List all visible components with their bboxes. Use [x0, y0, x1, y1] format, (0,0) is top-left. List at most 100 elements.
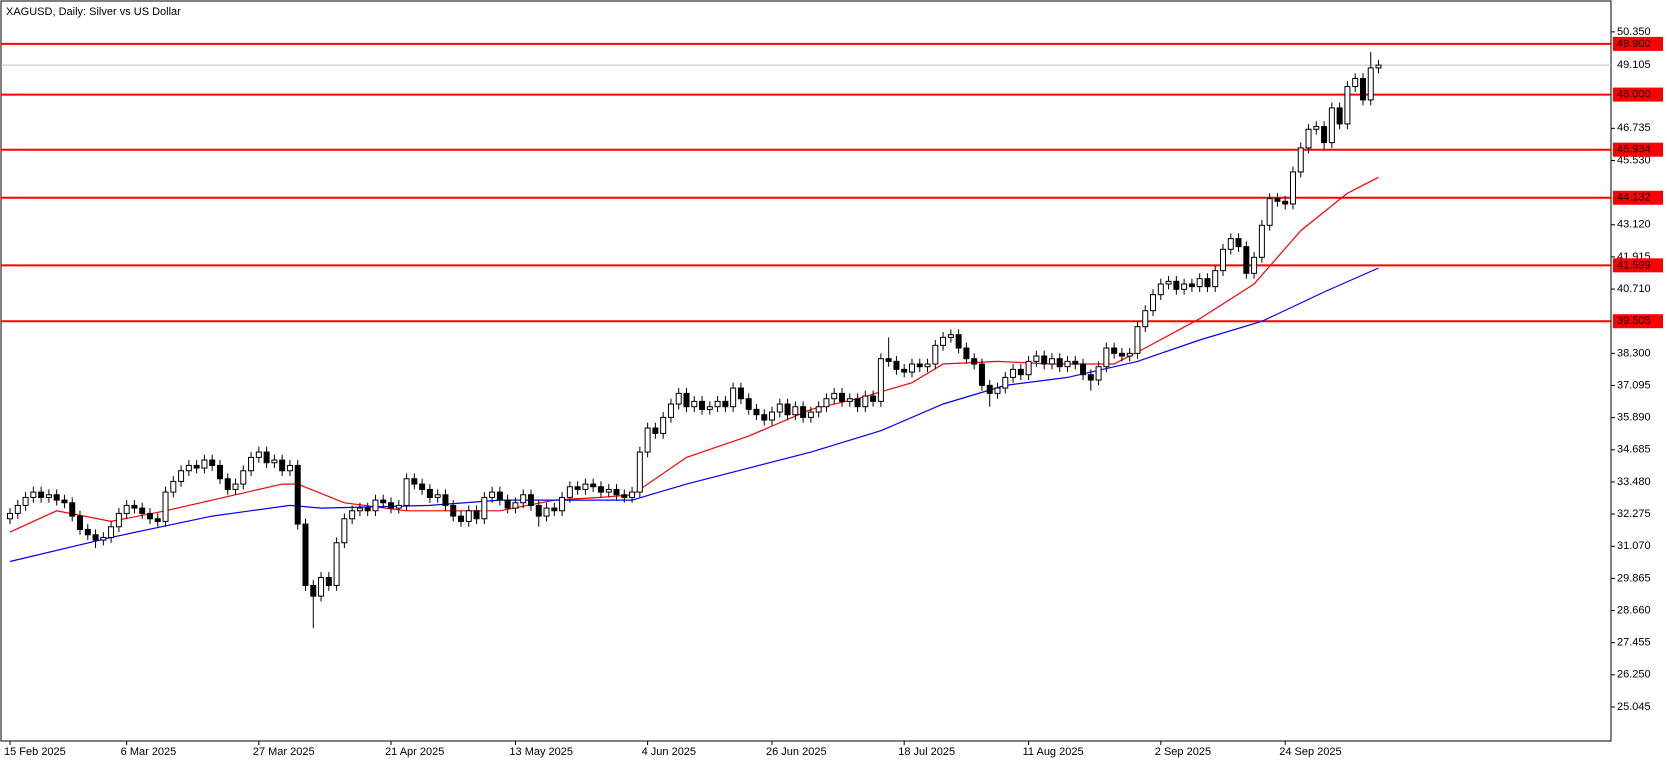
level-label-box — [1613, 258, 1663, 273]
candle-body — [489, 491, 496, 498]
candle-body — [1359, 78, 1366, 101]
candle-body — [7, 512, 14, 520]
candle-body — [893, 360, 900, 370]
candle-body — [753, 408, 760, 416]
candle-body — [108, 526, 115, 538]
candle-body — [1025, 360, 1032, 376]
y-tick-label: 43.120 — [1617, 219, 1651, 231]
candle-body — [76, 515, 83, 530]
candle-body — [14, 504, 21, 514]
level-label-box — [1613, 87, 1663, 102]
candle-body — [1196, 278, 1203, 288]
candle-body — [629, 491, 636, 498]
candle-body — [450, 504, 457, 517]
candle-body — [216, 464, 223, 480]
candle-body — [1111, 347, 1118, 354]
candle-body — [38, 491, 45, 498]
candle-body — [784, 403, 791, 416]
y-tick-label: 38.300 — [1617, 347, 1651, 359]
chart-title: XAGUSD, Daily: Silver vs US Dollar — [6, 6, 181, 18]
candle-body — [154, 518, 161, 522]
candle-body — [737, 387, 744, 400]
candle-body — [1064, 360, 1071, 368]
y-tick-label: 45.530 — [1617, 154, 1651, 166]
candle-body — [1181, 283, 1188, 290]
candle-body — [69, 502, 76, 517]
candle-body — [248, 456, 255, 472]
candle-body — [131, 504, 138, 509]
candle-body — [1305, 128, 1312, 149]
candle-body — [714, 400, 721, 408]
candle-body — [1266, 198, 1273, 226]
candle-body — [1297, 147, 1304, 173]
candle-body — [178, 470, 185, 482]
candle-body — [372, 499, 379, 512]
candle-body — [877, 358, 884, 402]
x-tick-label: 13 May 2025 — [509, 746, 573, 758]
candle-body — [1134, 326, 1141, 354]
candle-body — [364, 507, 371, 512]
candle-body — [823, 398, 830, 408]
candle-body — [139, 507, 146, 514]
candle-body — [660, 416, 667, 434]
candle-body — [916, 363, 923, 368]
candle-body — [1087, 374, 1094, 381]
candle-body — [683, 392, 690, 408]
candle-body — [504, 499, 511, 509]
level-label-box — [1613, 314, 1663, 329]
candle-body — [551, 507, 558, 512]
candle-body — [1188, 283, 1195, 288]
candle-body — [1010, 368, 1017, 378]
candle-body — [30, 491, 37, 498]
candle-body — [745, 398, 752, 410]
candle-body — [535, 504, 542, 517]
candle-body — [388, 502, 395, 509]
candle-body — [862, 395, 869, 408]
candle-body — [318, 576, 325, 597]
candle-body — [1041, 355, 1048, 365]
candle-body — [1103, 347, 1110, 368]
y-tick-label: 46.735 — [1617, 122, 1651, 134]
x-tick-label: 18 Jul 2025 — [898, 746, 955, 758]
last-price-label: 49.105 — [1617, 59, 1651, 71]
candle-body — [84, 528, 91, 536]
candle-body — [971, 358, 978, 365]
candle-body — [1243, 246, 1250, 274]
candle-body — [1336, 107, 1343, 125]
candle-body — [1344, 86, 1351, 125]
candle-body — [411, 478, 418, 485]
candle-body — [839, 392, 846, 402]
candle-body — [22, 496, 29, 506]
candle-body — [963, 347, 970, 360]
y-tick-label: 26.250 — [1617, 669, 1651, 681]
candle-body — [473, 510, 480, 520]
plot-frame — [0, 0, 1612, 742]
candle-body — [1352, 78, 1359, 88]
candle-body — [1274, 198, 1281, 202]
candle-body — [193, 464, 200, 469]
candle-body — [947, 334, 954, 338]
candle-body — [286, 464, 293, 472]
candle-body — [356, 507, 363, 512]
candle-body — [1375, 64, 1382, 69]
candle-body — [123, 504, 130, 514]
candle-body — [1258, 224, 1265, 258]
candle-body — [597, 486, 604, 493]
candle-body — [1056, 358, 1063, 368]
candle-body — [434, 494, 441, 498]
level-label: 44.132 — [1617, 192, 1651, 204]
candle-body — [325, 576, 332, 586]
candle-body — [1321, 126, 1328, 144]
candle-body — [885, 358, 892, 362]
candle-body — [652, 427, 659, 434]
candle-body — [1165, 280, 1172, 285]
candle-body — [53, 494, 60, 501]
candle-body — [1212, 270, 1219, 288]
candle-body — [45, 494, 52, 498]
candle-body — [1095, 366, 1102, 381]
candle-body — [831, 392, 838, 400]
candle-body — [1002, 376, 1009, 389]
candle-body — [978, 363, 985, 386]
candle-body — [1033, 355, 1040, 362]
candle-body — [527, 494, 534, 506]
